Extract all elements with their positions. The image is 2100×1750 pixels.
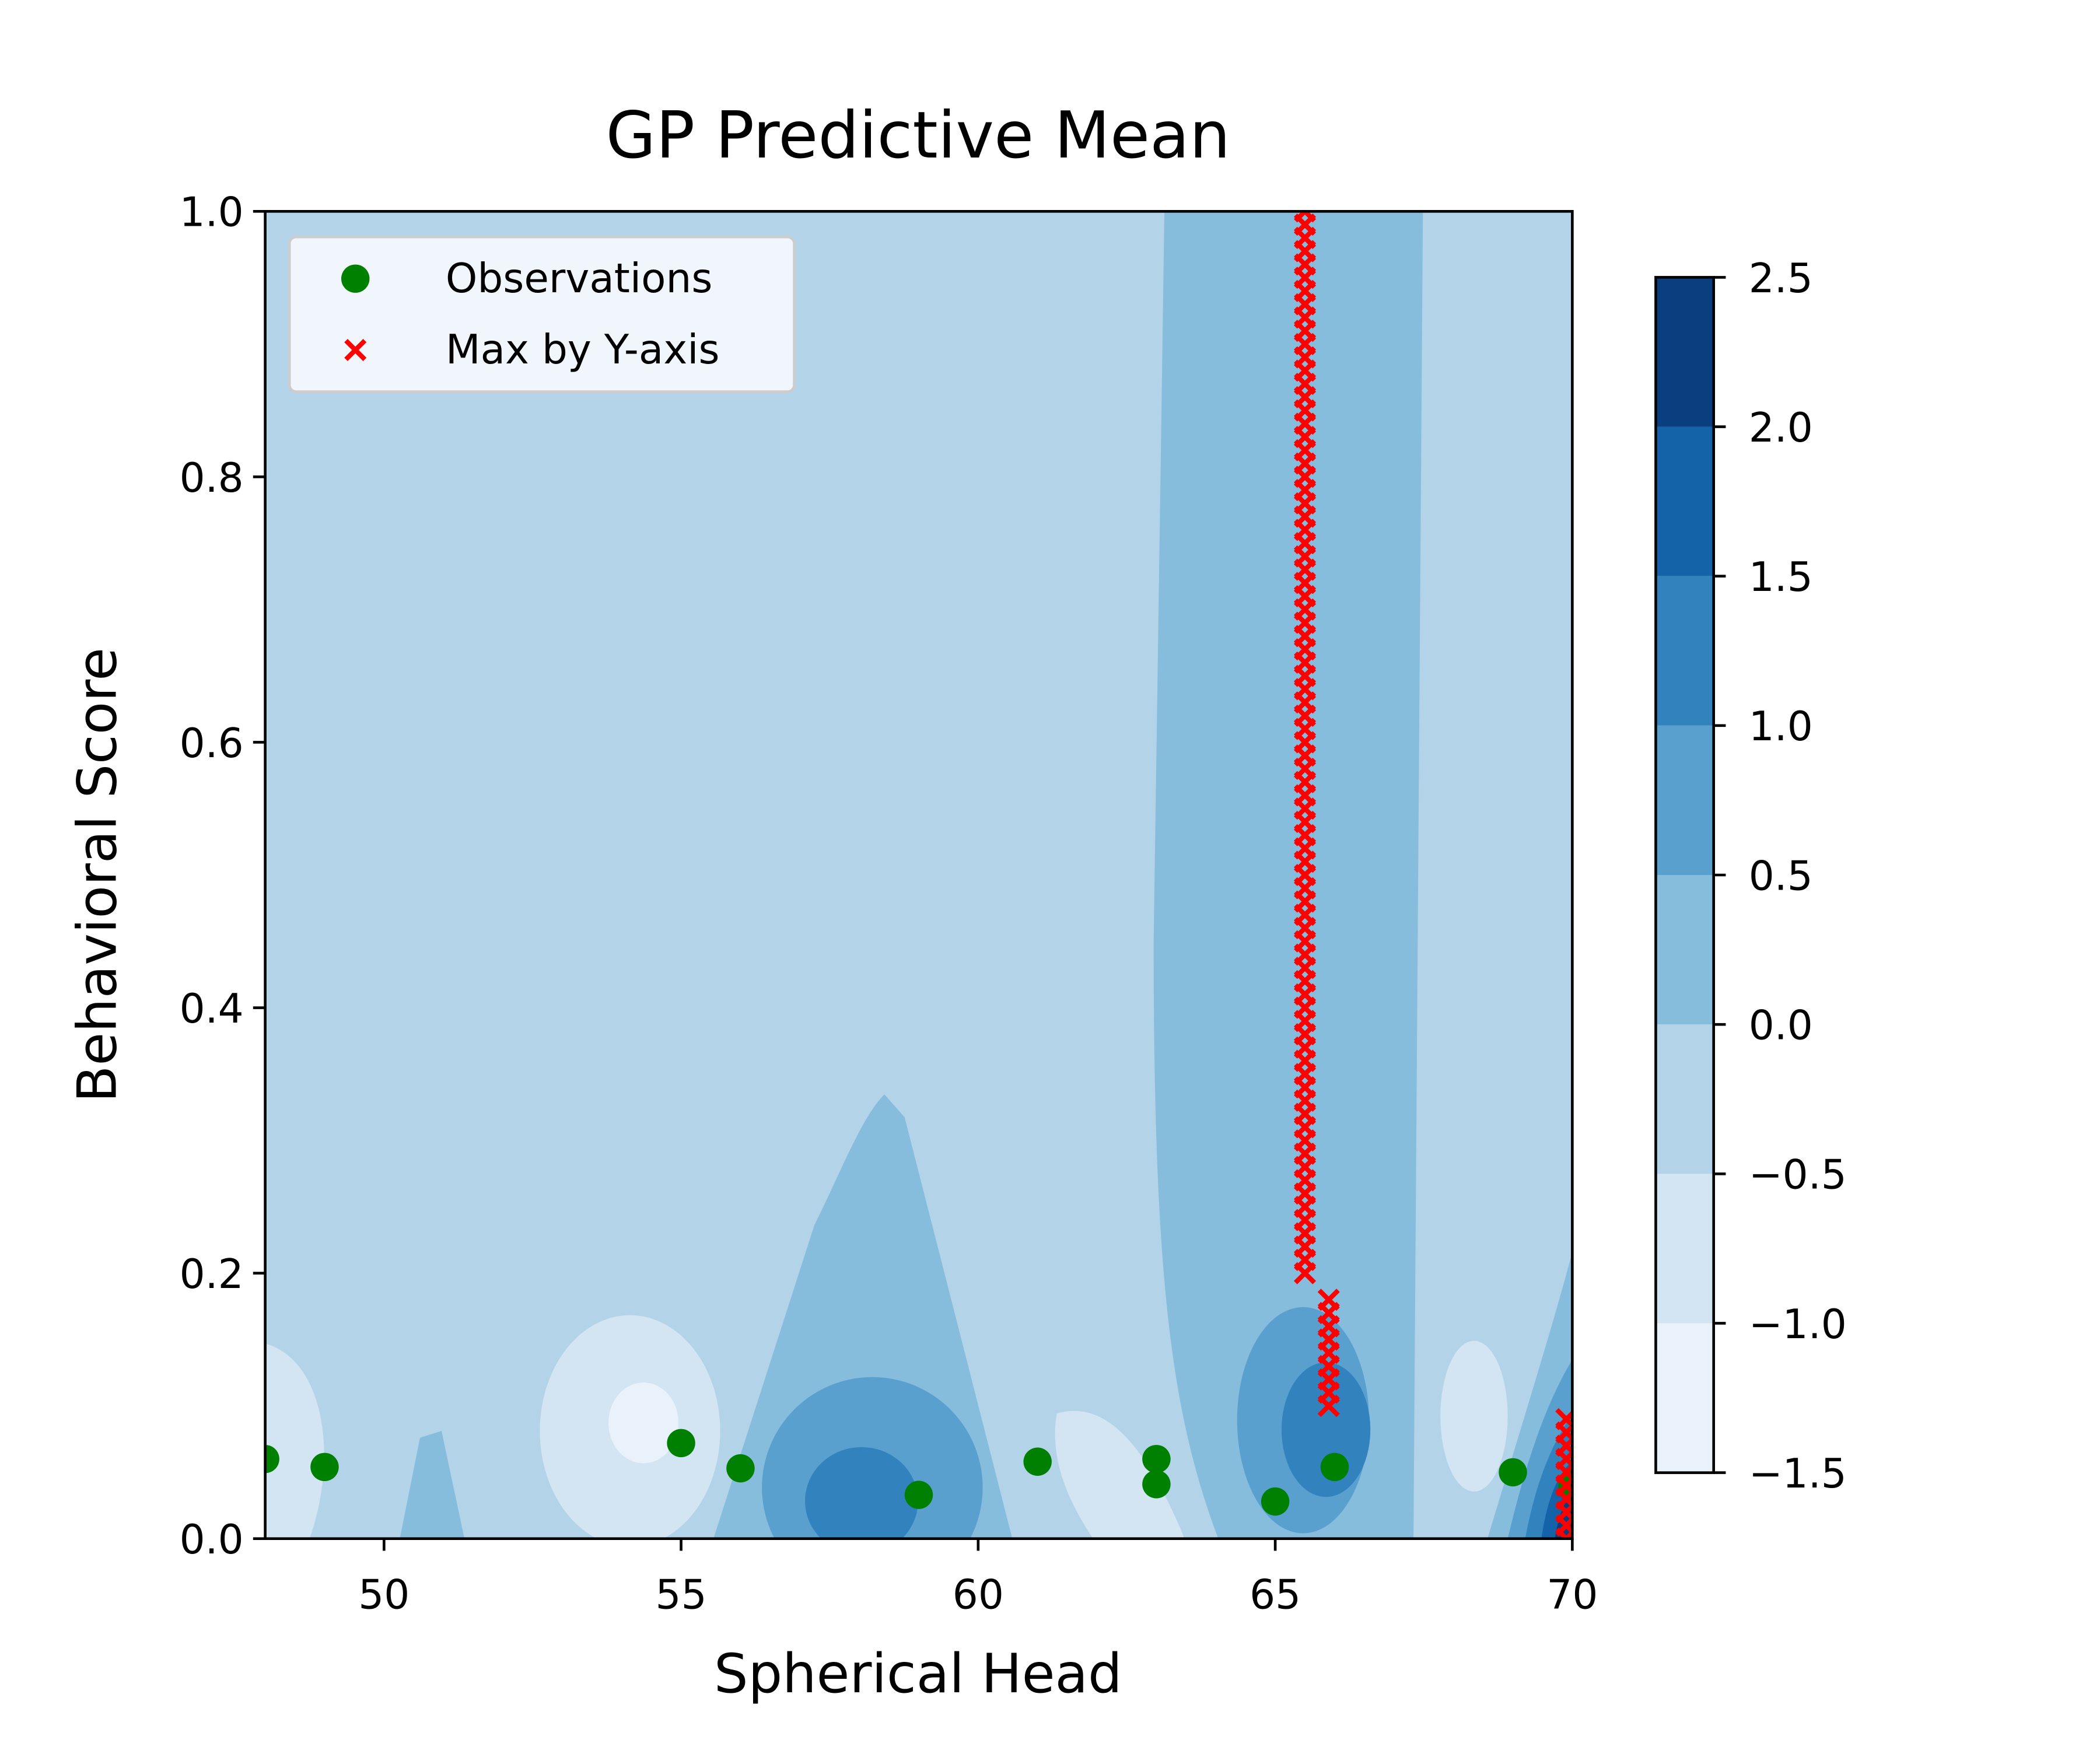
max-marker <box>1555 1408 1573 1430</box>
observation-point <box>1023 1447 1052 1476</box>
contour-region <box>265 1343 324 1539</box>
y-tick-label: 0.2 <box>180 1251 244 1298</box>
observation-point <box>265 1444 279 1474</box>
x-tick-label: 65 <box>1250 1572 1301 1619</box>
legend-symbol <box>341 264 370 293</box>
colorbar-tick-label: 2.0 <box>1749 405 1813 452</box>
max-marker <box>1294 211 1317 223</box>
observation-point <box>1320 1452 1349 1482</box>
colorbar-tick-label: 1.5 <box>1749 554 1813 601</box>
observation-point <box>310 1452 339 1482</box>
series-x <box>1294 211 1573 1539</box>
colorbar-tick-label: 1.0 <box>1749 704 1813 750</box>
legend-label: Max by Y-axis <box>446 327 720 373</box>
colorbar-tick-label: 2.5 <box>1749 256 1813 302</box>
colorbar-segment <box>1656 1323 1714 1473</box>
y-tick-label: 0.6 <box>180 720 244 767</box>
colorbar-segment <box>1656 1024 1714 1174</box>
y-axis-label: Behavioral Score <box>65 648 128 1102</box>
colorbar-tick-label: −0.5 <box>1749 1152 1847 1199</box>
colorbar-segment <box>1656 576 1714 726</box>
y-tick-label: 0.0 <box>180 1517 244 1563</box>
colorbar-tick-label: −1.0 <box>1749 1301 1847 1348</box>
contour-region <box>400 1431 465 1539</box>
colorbar-tick-label: 0.5 <box>1749 853 1813 900</box>
contour-region <box>1153 211 1423 1539</box>
series-circle <box>265 1429 1573 1516</box>
colorbar-segment <box>1656 875 1714 1025</box>
legend-label: Observations <box>446 256 713 302</box>
colorbar-segment <box>1656 725 1714 875</box>
x-tick-label: 55 <box>656 1572 707 1619</box>
x-axis-label: Spherical Head <box>714 1642 1122 1705</box>
observation-point <box>667 1429 695 1458</box>
contour-region <box>1055 1410 1185 1539</box>
observation-point <box>1499 1458 1527 1487</box>
observation-point <box>904 1480 933 1509</box>
colorbar-segment <box>1656 1174 1714 1324</box>
x-tick-label: 60 <box>953 1572 1004 1619</box>
colorbar-segment <box>1656 426 1714 576</box>
legend: Observations Max by Y-axis <box>288 235 796 393</box>
legend-symbol <box>344 338 367 362</box>
contour-region <box>805 1447 918 1539</box>
x-tick-label: 50 <box>358 1572 410 1619</box>
colorbar-segment <box>1656 277 1714 427</box>
x-tick-label: 70 <box>1546 1572 1598 1619</box>
observation-point <box>1261 1487 1290 1516</box>
max-marker <box>1317 1289 1340 1311</box>
plot-frame <box>264 209 1574 1540</box>
y-tick-label: 0.8 <box>180 455 244 502</box>
observation-point <box>1142 1444 1171 1474</box>
contour-region <box>1440 1340 1508 1492</box>
observation-point <box>726 1454 755 1483</box>
plot-marks <box>265 211 1573 1539</box>
contour-region <box>608 1382 679 1464</box>
observation-point <box>1142 1470 1171 1499</box>
y-tick-label: 1.0 <box>180 190 244 236</box>
y-tick-label: 0.4 <box>180 986 244 1032</box>
contour-field <box>265 211 1573 1539</box>
chart-title: GP Predictive Mean <box>606 98 1231 173</box>
colorbar-tick-label: 0.0 <box>1749 1003 1813 1049</box>
colorbar-tick-label: −1.5 <box>1749 1451 1847 1497</box>
legend-box <box>288 235 796 393</box>
